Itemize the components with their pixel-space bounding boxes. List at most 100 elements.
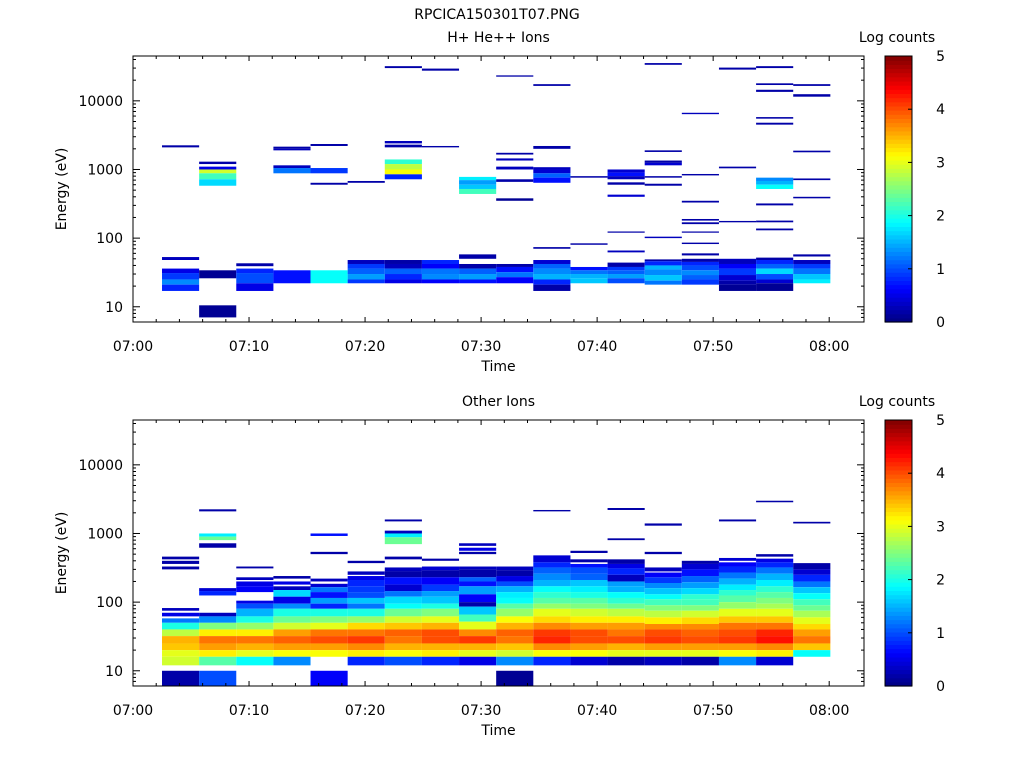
heatmap-cell	[384, 263, 422, 269]
heatmap-cell	[718, 636, 757, 644]
colorbar-segment	[885, 243, 912, 248]
heatmap-cell	[310, 616, 348, 623]
heatmap-cell	[310, 182, 348, 185]
heatmap-cell	[644, 236, 682, 239]
heatmap-cell	[236, 283, 274, 291]
heatmap-cell	[236, 629, 274, 637]
heatmap-cell	[718, 595, 757, 603]
colorbar-segment	[885, 130, 912, 136]
colorbar-segment	[885, 180, 912, 186]
heatmap-cell	[607, 656, 645, 666]
heatmap-cell	[533, 562, 571, 568]
colorbar-segment	[885, 292, 912, 298]
colorbar-segment	[885, 507, 912, 513]
heatmap-cell	[644, 650, 682, 657]
heatmap-cell	[681, 265, 719, 271]
colorbar-segment	[885, 665, 912, 670]
heatmap-cell	[162, 670, 200, 686]
heatmap-cell	[162, 612, 200, 617]
heatmap-cell	[384, 596, 422, 604]
heatmap-cell	[421, 650, 460, 657]
heatmap-cell	[533, 167, 571, 170]
heatmap-cell	[793, 650, 831, 657]
heatmap-cell	[347, 260, 385, 264]
heatmap-cell	[756, 89, 794, 92]
colorbar-segment	[885, 519, 912, 525]
heatmap-cell	[793, 178, 831, 181]
heatmap-cell	[570, 622, 608, 630]
heatmap-cell	[756, 597, 794, 604]
heatmap-cell	[756, 656, 794, 666]
colorbar-segment	[885, 656, 912, 662]
heatmap-cell	[459, 569, 497, 578]
colorbar-segment	[885, 602, 912, 608]
panels: 07:00 07:10 07:20 07:30 07:40 07:50 08:0010100…	[54, 30, 945, 739]
heatmap-cell	[607, 597, 645, 604]
colorbar-segment	[885, 317, 912, 323]
x-tick-label: 08:00	[809, 339, 849, 355]
heatmap-cell	[199, 588, 237, 592]
heatmap-cell	[273, 636, 311, 644]
colorbar-segment	[885, 80, 912, 86]
heatmap-cell	[273, 608, 311, 617]
y-tick-label: 10	[105, 664, 123, 680]
heatmap-cell	[718, 519, 757, 522]
x-tick-label: 07:20	[345, 703, 385, 719]
colorbar-segment	[885, 557, 912, 562]
heatmap-cell	[756, 122, 794, 125]
heatmap-cell	[681, 222, 719, 225]
heatmap-cell	[533, 629, 571, 637]
colorbar-segment	[885, 172, 912, 178]
colorbar-segment	[885, 85, 912, 90]
heatmap-cell	[421, 260, 460, 264]
colorbar-segment	[885, 420, 912, 425]
colorbar-segment	[885, 272, 912, 277]
heatmap-cell	[162, 145, 200, 148]
y-tick-label: 1000	[87, 162, 123, 178]
colorbar-segment	[885, 669, 912, 675]
colorbar-segment	[885, 661, 912, 666]
heatmap-cell	[718, 572, 757, 579]
heatmap-cell	[756, 622, 794, 630]
heatmap-cell	[756, 260, 794, 264]
heatmap-cell	[644, 176, 682, 178]
heatmap-cell	[756, 592, 794, 598]
heatmap-cell	[607, 274, 645, 279]
heatmap-cell	[384, 591, 422, 597]
heatmap-cell	[681, 656, 719, 666]
heatmap-cell	[756, 257, 794, 261]
heatmap-cell	[533, 592, 571, 598]
x-tick-label: 08:00	[809, 703, 849, 719]
heatmap-cell	[607, 603, 645, 609]
colorbar-segment	[885, 428, 912, 434]
colorbar-segment	[885, 444, 912, 450]
heatmap-cell	[793, 636, 831, 644]
heatmap-cell	[273, 656, 311, 666]
heatmap-cell	[681, 231, 719, 233]
heatmap-cell	[718, 590, 757, 596]
colorbar-segment	[885, 209, 912, 215]
heatmap-cell	[459, 176, 497, 181]
heatmap-cell	[607, 182, 645, 185]
heatmap-cell	[496, 586, 534, 593]
colorbar-segment	[885, 681, 912, 687]
heatmap-cell	[347, 263, 385, 269]
heatmap-cell	[644, 259, 682, 262]
y-tick-label: 100	[96, 231, 123, 247]
heatmap-cell	[533, 145, 571, 149]
heatmap-cell	[533, 268, 571, 275]
heatmap-cell	[681, 588, 719, 595]
heatmap-cell	[384, 533, 422, 538]
heatmap-cell	[310, 144, 348, 146]
colorbar-segment	[885, 565, 912, 571]
heatmap-cell	[273, 603, 311, 609]
heatmap-cell	[681, 563, 719, 570]
heatmap-cell	[718, 557, 757, 561]
heatmap-cell	[644, 265, 682, 270]
colorbar-segment	[885, 494, 912, 500]
colorbar-segment	[885, 623, 912, 629]
colorbar-segment	[885, 305, 912, 311]
heatmap-cell	[459, 543, 497, 546]
heatmap-cell	[793, 593, 831, 600]
heatmap-cell	[570, 616, 608, 623]
